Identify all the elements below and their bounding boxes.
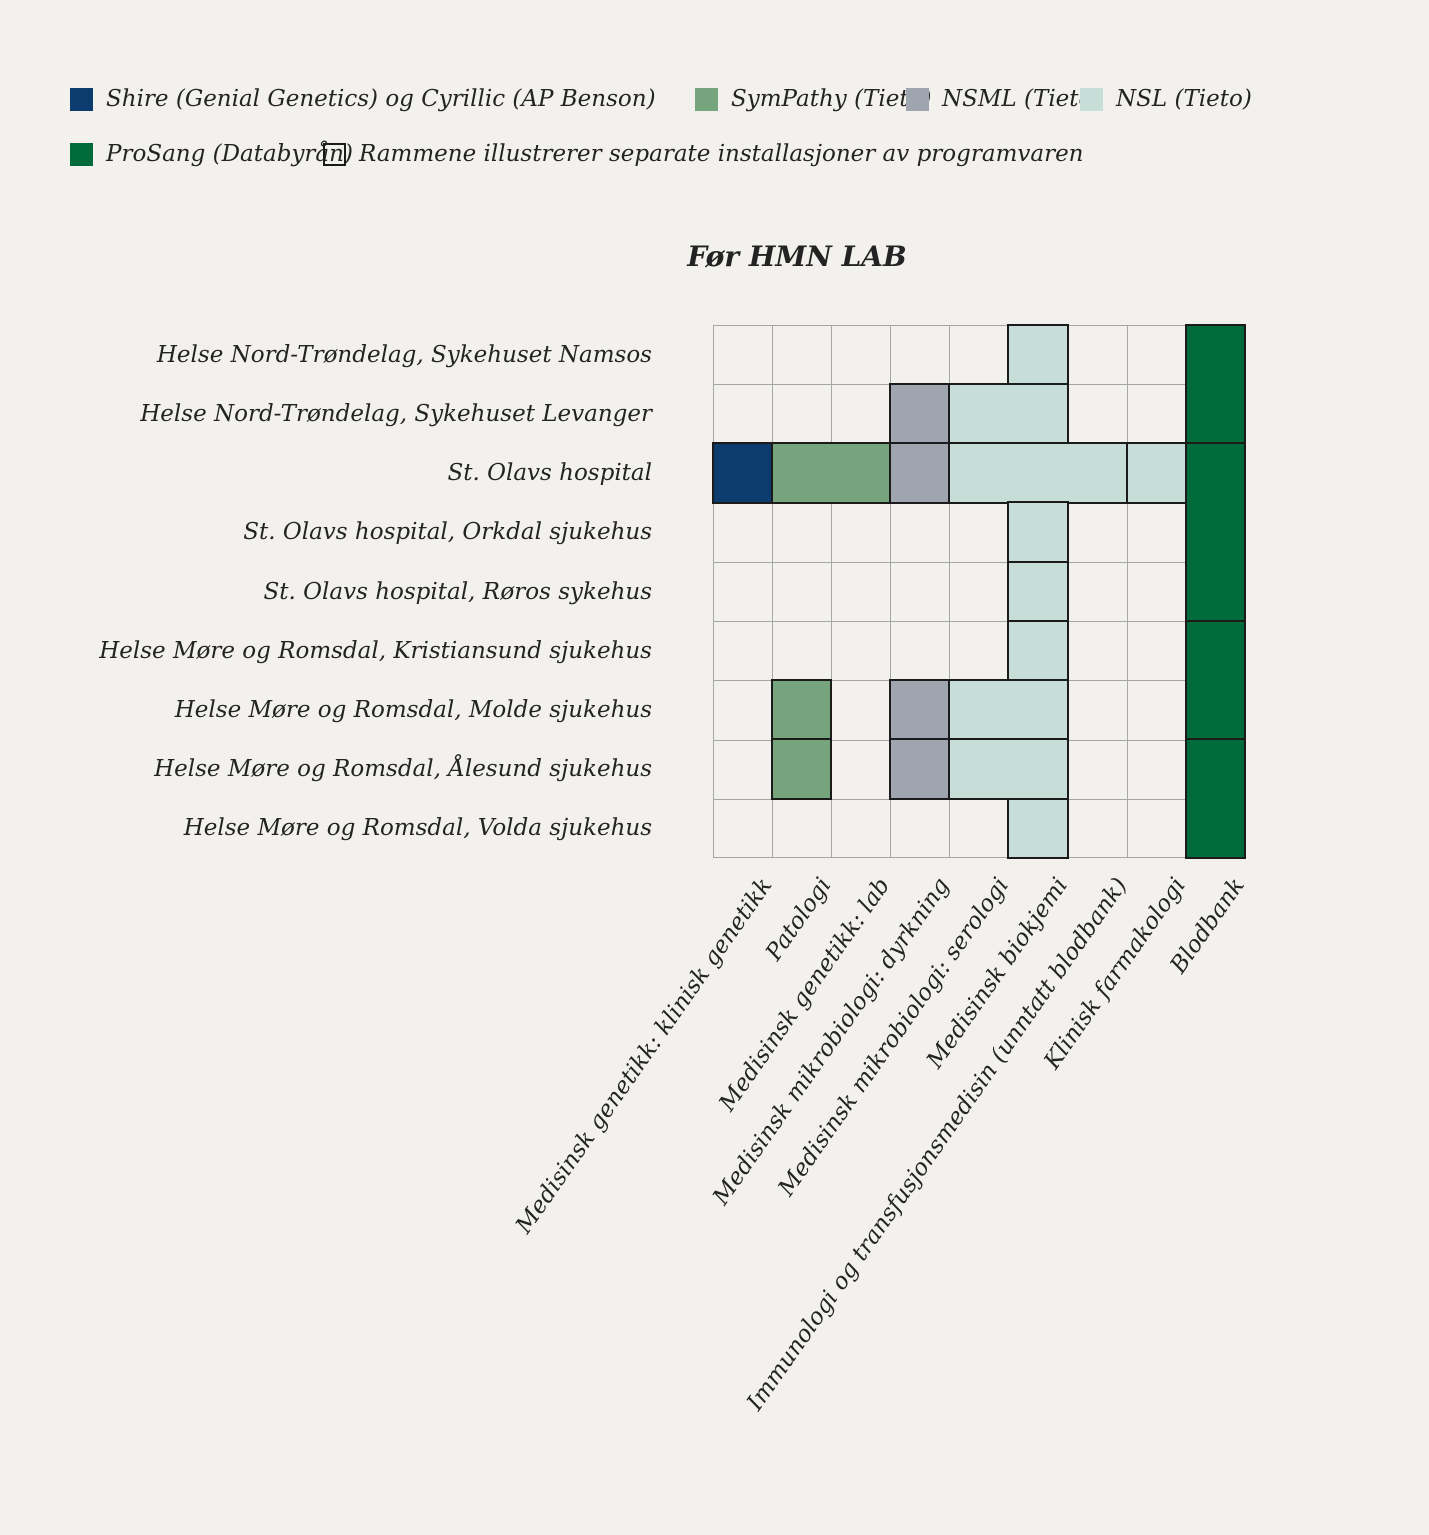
row-label-5: St. Olavs hospital, Røros sykehus — [263, 578, 652, 605]
installation-nsml-row3 — [889, 442, 951, 504]
grid-vline — [713, 325, 714, 858]
grid-vline — [1126, 325, 1128, 858]
legend-item-sympathy: SymPathy (Tieto) — [695, 86, 931, 113]
grid-hline — [713, 561, 1245, 563]
installation-nsl-row5 — [1007, 560, 1069, 623]
legend-swatch-nsml — [906, 88, 929, 111]
legend-item-prosang: ProSang (Databyrån) — [70, 141, 353, 168]
installation-prosang-row6 — [1184, 619, 1247, 741]
legend-swatch-frame-note — [323, 143, 346, 166]
grid — [711, 323, 1247, 860]
legend-label-nsl: NSL (Tieto) — [1116, 86, 1252, 112]
row-label-8: Helse Møre og Romsdal, Ålesund sjukehus — [154, 756, 652, 783]
installation-nsl-row7 — [948, 679, 1069, 741]
installation-nsl-row2 — [948, 382, 1069, 445]
installation-nsl-row3 — [948, 442, 1129, 504]
installation-nsl-row6 — [1007, 619, 1069, 682]
row-label-1: Helse Nord-Trøndelag, Sykehuset Namsos — [156, 341, 652, 368]
installation-sympathy-row3 — [770, 442, 892, 504]
installation-nsl-row4 — [1007, 501, 1069, 564]
legend-item-shire: Shire (Genial Genetics) og Cyrillic (AP … — [70, 86, 656, 113]
installation-nsml-row7 — [889, 679, 951, 741]
grid-vline — [890, 325, 892, 858]
legend-label-prosang: ProSang (Databyrån) — [106, 141, 353, 167]
grid-hline — [713, 621, 1245, 623]
legend-label-sympathy: SymPathy (Tieto) — [731, 86, 932, 112]
row-label-4: St. Olavs hospital, Orkdal sjukehus — [243, 519, 652, 546]
grid-vline — [949, 325, 951, 858]
legend-item-nsl: NSL (Tieto) — [1080, 86, 1252, 113]
grid-vline — [831, 325, 833, 858]
installation-shire-row3 — [711, 442, 774, 504]
installation-sympathy-row8 — [770, 738, 833, 801]
installation-sympathy-row7 — [770, 679, 833, 741]
installation-prosang-row3 — [1184, 442, 1247, 623]
row-label-3: St. Olavs hospital — [447, 460, 652, 487]
installation-nsl-row3 — [1125, 442, 1188, 504]
installation-nsl-row1 — [1007, 323, 1069, 386]
installation-nsl-row8 — [948, 738, 1069, 801]
legend-swatch-shire — [70, 88, 93, 111]
legend-label-shire: Shire (Genial Genetics) og Cyrillic (AP … — [106, 86, 656, 112]
installation-prosang-row8 — [1184, 738, 1247, 860]
legend-label-nsml: NSML (Tieto) — [942, 86, 1102, 112]
installation-nsml-row8 — [889, 738, 951, 801]
legend-label-frame-note: Rammene illustrerer separate installasjo… — [359, 141, 1084, 167]
row-label-6: Helse Møre og Romsdal, Kristiansund sjuk… — [99, 637, 652, 664]
legend-item-frame-note: Rammene illustrerer separate installasjo… — [323, 141, 1084, 168]
legend-swatch-sympathy — [695, 88, 718, 111]
legend-swatch-nsl — [1080, 88, 1103, 111]
row-label-2: Helse Nord-Trøndelag, Sykehuset Levanger — [140, 400, 652, 427]
grid-vline — [772, 325, 774, 858]
installation-nsml-row2 — [889, 382, 951, 445]
grid-hline — [713, 325, 1245, 326]
chart-title: Før HMN LAB — [687, 240, 907, 273]
installation-nsl-row9 — [1007, 797, 1069, 860]
legend-swatch-prosang — [70, 143, 93, 166]
installation-prosang-row1 — [1184, 323, 1247, 445]
grid-hline — [713, 857, 1245, 858]
row-label-9: Helse Møre og Romsdal, Volda sjukehus — [183, 815, 652, 842]
legend-item-nsml: NSML (Tieto) — [906, 86, 1101, 113]
row-label-7: Helse Møre og Romsdal, Molde sjukehus — [174, 696, 652, 723]
